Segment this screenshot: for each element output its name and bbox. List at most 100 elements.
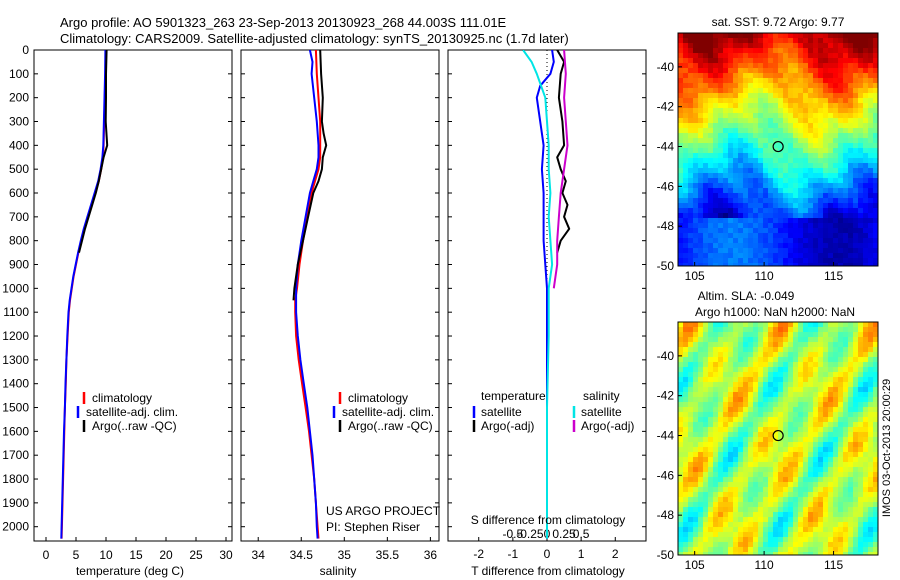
heatmap-cell: [833, 367, 839, 373]
heatmap-cell: [873, 457, 878, 463]
heatmap-cell: [848, 73, 854, 79]
heatmap-cell: [838, 372, 844, 378]
heatmap-cell: [718, 223, 724, 229]
heatmap-cell: [793, 352, 799, 358]
heatmap-cell: [758, 263, 764, 266]
heatmap-cell: [763, 492, 769, 498]
heatmap-cell: [773, 78, 779, 84]
heatmap-cell: [688, 327, 694, 333]
heatmap-cell: [793, 492, 799, 498]
heatmap-cell: [788, 537, 794, 543]
heatmap-cell: [743, 243, 749, 249]
heatmap-cell: [783, 223, 789, 229]
heatmap-cell: [818, 542, 824, 548]
heatmap-cell: [738, 372, 744, 378]
heatmap-cell: [718, 238, 724, 244]
heatmap-cell: [743, 88, 749, 94]
heatmap-cell: [783, 517, 789, 523]
heatmap-cell: [843, 118, 849, 124]
heatmap-cell: [733, 462, 739, 468]
heatmap-cell: [753, 537, 759, 543]
heatmap-cell: [723, 412, 729, 418]
legend-label-climatology: climatology: [92, 391, 152, 405]
heatmap-cell: [758, 457, 764, 463]
heatmap-cell: [853, 193, 859, 199]
heatmap-cell: [758, 517, 764, 523]
heatmap-cell: [868, 143, 874, 149]
heatmap-cell: [783, 43, 789, 49]
heatmap-cell: [813, 552, 819, 555]
heatmap-cell: [733, 427, 739, 433]
heatmap-cell: [728, 492, 734, 498]
heatmap-cell: [843, 68, 849, 74]
heatmap-cell: [758, 113, 764, 119]
heatmap-cell: [813, 98, 819, 104]
heatmap-cell: [753, 442, 759, 448]
heatmap-cell: [803, 332, 809, 338]
heatmap-cell: [793, 457, 799, 463]
heatmap-cell: [683, 263, 689, 266]
heatmap-cell: [813, 332, 819, 338]
heatmap-cell: [813, 238, 819, 244]
heatmap-cell: [823, 407, 829, 413]
heatmap-cell: [688, 243, 694, 249]
heatmap-cell: [733, 78, 739, 84]
heatmap-cell: [678, 462, 684, 468]
heatmap-cell: [838, 83, 844, 89]
heatmap-cell: [788, 63, 794, 69]
heatmap-cell: [728, 362, 734, 368]
heatmap-cell: [838, 552, 844, 555]
heatmap-cell: [858, 48, 864, 54]
heatmap-cell: [763, 48, 769, 54]
heatmap-cell: [723, 322, 729, 328]
heatmap-cell: [743, 382, 749, 388]
heatmap-cell: [853, 397, 859, 403]
heatmap-cell: [853, 437, 859, 443]
heatmap-cell: [683, 357, 689, 363]
heatmap-cell: [858, 73, 864, 79]
heatmap-cell: [768, 253, 774, 259]
heatmap-cell: [763, 527, 769, 533]
heatmap-cell: [853, 372, 859, 378]
heatmap-cell: [728, 143, 734, 149]
heatmap-cell: [793, 128, 799, 134]
heatmap-cell: [753, 367, 759, 373]
heatmap-cell: [858, 322, 864, 328]
heatmap-cell: [778, 507, 784, 513]
heatmap-cell: [813, 133, 819, 139]
heatmap-cell: [863, 33, 869, 39]
heatmap-cell: [693, 517, 699, 523]
heatmap-cell: [848, 233, 854, 239]
heatmap-cell: [788, 98, 794, 104]
heatmap-cell: [798, 213, 804, 219]
heatmap-cell: [868, 327, 874, 333]
heatmap-cell: [748, 342, 754, 348]
heatmap-cell: [788, 417, 794, 423]
heatmap-cell: [843, 248, 849, 254]
heatmap-cell: [853, 537, 859, 543]
heatmap-cell: [853, 522, 859, 528]
heatmap-cell: [698, 133, 704, 139]
heatmap-cell: [693, 238, 699, 244]
heatmap-cell: [803, 372, 809, 378]
heatmap-cell: [748, 512, 754, 518]
heatmap-cell: [723, 258, 729, 264]
heatmap-cell: [868, 402, 874, 408]
heatmap-cell: [868, 108, 874, 114]
heatmap-cell: [778, 357, 784, 363]
heatmap-cell: [863, 98, 869, 104]
heatmap-cell: [813, 542, 819, 548]
heatmap-cell: [848, 248, 854, 254]
heatmap-cell: [873, 193, 878, 199]
depth-tick-label: 400: [9, 138, 29, 152]
heatmap-cell: [698, 382, 704, 388]
heatmap-cell: [783, 467, 789, 473]
heatmap-cell: [728, 547, 734, 553]
heatmap-cell: [763, 38, 769, 44]
heatmap-cell: [693, 88, 699, 94]
heatmap-cell: [713, 347, 719, 353]
heatmap-cell: [748, 218, 754, 224]
heatmap-cell: [833, 148, 839, 154]
heatmap-cell: [788, 542, 794, 548]
